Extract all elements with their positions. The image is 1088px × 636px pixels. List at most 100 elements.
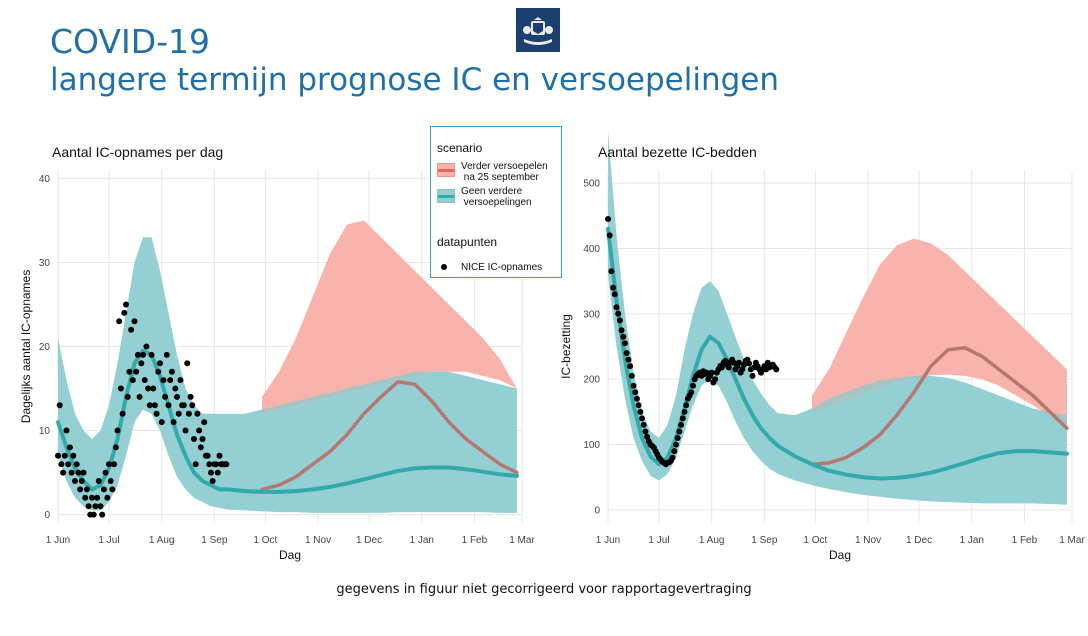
left-data-point — [187, 393, 194, 400]
left-data-point — [128, 326, 135, 333]
left-data-point — [61, 452, 68, 459]
left-data-point — [189, 402, 196, 409]
right-data-point — [637, 408, 644, 415]
left-data-point — [165, 402, 172, 409]
right-data-point — [679, 415, 686, 422]
left-data-point — [104, 494, 111, 501]
right-x-tick-label: 1 Jun — [596, 535, 620, 546]
left-data-point — [73, 461, 80, 468]
left-x-tick-label: 1 Aug — [149, 535, 175, 546]
left-data-point — [94, 494, 101, 501]
left-data-point — [109, 486, 116, 493]
left-data-point — [143, 343, 150, 350]
left-data-point — [70, 452, 77, 459]
left-data-point — [131, 318, 138, 325]
left-data-point — [182, 427, 189, 434]
left-data-point — [150, 385, 157, 392]
right-data-point — [681, 408, 688, 415]
left-data-point — [95, 478, 102, 484]
right-data-point — [611, 291, 618, 298]
left-data-point — [116, 318, 123, 325]
right-data-point — [613, 304, 620, 311]
right-data-point — [746, 360, 753, 367]
left-data-point — [153, 410, 160, 417]
left-data-point — [106, 461, 112, 468]
right-data-point — [640, 421, 647, 428]
legend-key-teal — [437, 189, 455, 203]
left-data-point — [107, 478, 114, 484]
right-data-point — [773, 366, 780, 373]
left-y-tick-label: 20 — [39, 342, 51, 353]
right-data-point — [669, 454, 676, 461]
right-y-tick-label: 200 — [583, 375, 600, 386]
left-data-point — [89, 494, 95, 501]
right-y-axis-title: IC-bezetting — [559, 314, 573, 379]
right-x-tick-label: 1 Sep — [751, 535, 778, 546]
left-data-point — [66, 444, 73, 451]
left-data-point — [162, 393, 169, 400]
right-chart-title: Aantal bezette IC-bedden — [598, 144, 757, 160]
left-data-point — [158, 419, 165, 426]
right-x-tick-label: 1 Dec — [906, 535, 932, 546]
left-x-tick-label: 1 Mar — [509, 535, 535, 546]
left-y-tick-label: 10 — [39, 426, 51, 437]
left-data-point — [191, 436, 197, 442]
right-data-point — [683, 402, 690, 409]
left-data-point — [56, 402, 63, 409]
legend-key-teal-line — [438, 195, 454, 198]
left-data-point — [172, 385, 179, 392]
right-data-point — [610, 284, 617, 291]
left-data-point — [155, 368, 162, 375]
legend-key-red-line — [438, 169, 454, 172]
left-x-tick-label: 1 Sep — [201, 535, 228, 546]
right-x-tick-label: 1 Oct — [803, 535, 827, 546]
left-data-point — [90, 511, 97, 518]
right-y-tick-label: 500 — [583, 179, 600, 190]
left-data-point — [213, 461, 220, 468]
right-band-teal — [608, 130, 1067, 505]
right-data-point — [688, 389, 695, 396]
left-data-point — [124, 393, 131, 400]
coat-of-arms-icon — [523, 17, 553, 45]
footnote: gegevens in figuur niet gecorrigeerd voo… — [336, 582, 752, 597]
left-x-tick-label: 1 Oct — [253, 535, 277, 546]
ic-beds-chart: 0 100 200 300 400 500 1 Jun 1 Jul 1 Aug 1 Sep 1 Oc… — [559, 130, 1085, 562]
left-data-point — [146, 402, 153, 409]
right-data-point — [632, 389, 639, 396]
right-data-point — [620, 333, 627, 340]
left-data-point — [111, 461, 118, 468]
right-data-point — [749, 372, 756, 379]
left-data-point — [157, 360, 163, 367]
left-data-point — [58, 461, 65, 468]
left-data-point — [65, 461, 72, 468]
left-data-point — [201, 419, 208, 426]
legend-label-points: NICE IC-opnames — [461, 262, 543, 273]
legend-label-teal: Geen verdere versoepelingen — [461, 186, 532, 208]
left-data-point — [85, 503, 92, 510]
right-y-tick-label: 100 — [583, 440, 600, 451]
left-x-tick-label: 1 Nov — [305, 535, 331, 546]
left-data-point — [100, 486, 107, 493]
left-data-point — [63, 427, 70, 434]
right-data-point — [615, 310, 622, 317]
left-data-point — [80, 469, 87, 476]
right-data-point — [639, 415, 645, 422]
left-data-point — [126, 368, 133, 375]
right-x-tick-label: 1 Nov — [855, 535, 881, 546]
left-data-point — [112, 444, 119, 451]
right-band-overlap — [812, 375, 1067, 425]
left-x-tick-label: 1 Jul — [98, 535, 119, 546]
left-data-point — [99, 511, 106, 518]
left-data-point — [168, 368, 175, 375]
right-data-point — [625, 356, 632, 363]
left-data-point — [117, 385, 124, 392]
legend: scenario Verder versoepelen na 25 septem… — [430, 126, 562, 278]
left-data-point — [141, 377, 148, 384]
right-data-point — [678, 421, 685, 428]
left-data-point — [204, 452, 211, 459]
right-data-point — [606, 232, 613, 239]
right-data-point — [618, 327, 625, 334]
right-x-tick-label: 1 Aug — [699, 535, 725, 546]
left-data-point — [170, 419, 177, 426]
legend-point-marker — [441, 264, 447, 270]
